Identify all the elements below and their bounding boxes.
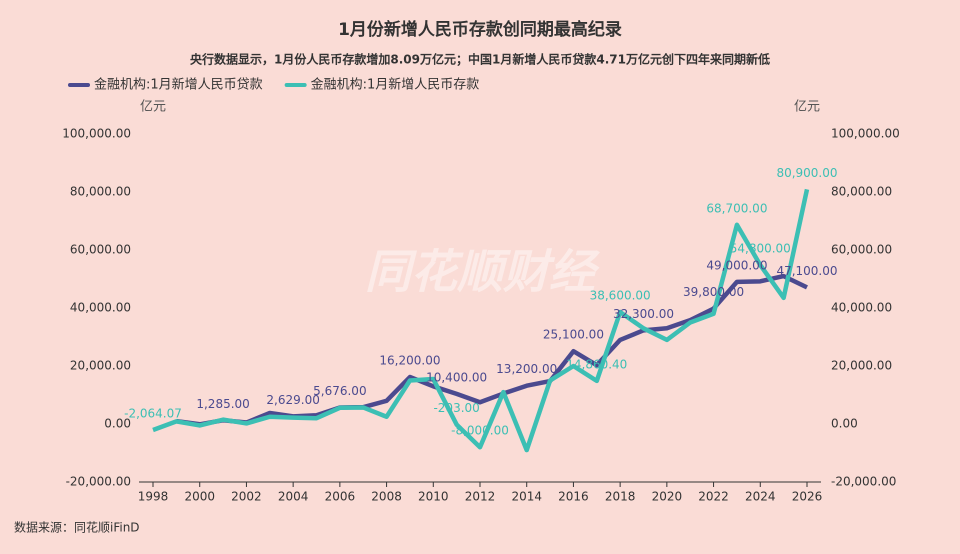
- data-label: 13,200.00: [496, 362, 557, 376]
- x-tick-label: 2012: [465, 490, 496, 504]
- data-label: 49,000.00: [706, 258, 767, 272]
- data-label: 80,900.00: [776, 166, 837, 180]
- data-label: 5,676.00: [313, 384, 366, 398]
- data-label: 39,800.00: [683, 285, 744, 299]
- y2-tick-label: 80,000.00: [831, 185, 892, 199]
- y2-tick-label: 60,000.00: [831, 243, 892, 257]
- y-tick-label: 0.00: [104, 417, 131, 431]
- x-tick-label: 2008: [371, 490, 402, 504]
- x-tick-label: 2000: [184, 490, 215, 504]
- data-label: -203.00: [433, 401, 479, 415]
- source: 数据来源：同花顺iFinD: [14, 520, 140, 535]
- x-tick-label: 2016: [558, 490, 589, 504]
- y2-tick-label: -20,000.00: [831, 475, 896, 489]
- x-tick-label: 2024: [745, 490, 776, 504]
- x-tick-label: 2010: [418, 490, 449, 504]
- y-tick-label: 60,000.00: [70, 243, 131, 257]
- y-tick-label: 40,000.00: [70, 301, 131, 315]
- y2-tick-label: 40,000.00: [831, 301, 892, 315]
- legend-label: 金融机构:1月新增人民币存款: [311, 77, 480, 93]
- data-label: 14,860.40: [566, 357, 627, 371]
- data-label: 32,300.00: [613, 307, 674, 321]
- y2-tick-label: 0.00: [831, 417, 858, 431]
- x-tick-label: 2022: [698, 490, 729, 504]
- y-tick-label: 20,000.00: [70, 359, 131, 373]
- data-label: 1,285.00: [196, 397, 249, 411]
- data-label: 54,800.00: [730, 242, 791, 256]
- x-tick-label: 2002: [231, 490, 262, 504]
- data-label: -2,064.07: [124, 406, 182, 420]
- data-label: 10,400.00: [426, 370, 487, 384]
- y2-unit: 亿元: [794, 100, 820, 115]
- y-tick-label: 100,000.00: [62, 127, 131, 141]
- x-tick-label: 2020: [652, 490, 683, 504]
- x-tick-label: 2014: [511, 490, 542, 504]
- y-tick-label: -20,000.00: [66, 475, 131, 489]
- data-label: 2,629.00: [266, 393, 319, 407]
- y2-tick-label: 20,000.00: [831, 359, 892, 373]
- data-label: 16,200.00: [379, 354, 440, 368]
- data-label: 47,100.00: [776, 264, 837, 278]
- y-unit: 亿元: [140, 100, 166, 115]
- x-tick-label: 1998: [138, 490, 169, 504]
- y2-tick-label: 100,000.00: [831, 127, 900, 141]
- chart-subtitle: 央行数据显示，1月份人民币存款增加8.09万亿元；中国1月新增人民币贷款4.71…: [190, 52, 770, 67]
- x-tick-label: 2026: [792, 490, 823, 504]
- x-tick-label: 2004: [278, 490, 309, 504]
- x-tick-label: 2018: [605, 490, 636, 504]
- series-line: [152, 188, 810, 453]
- series-line: [176, 273, 808, 427]
- data-label: 68,700.00: [706, 201, 767, 215]
- watermark: 同花顺财经: [365, 245, 600, 299]
- x-tick-label: 2006: [325, 490, 356, 504]
- data-label: 25,100.00: [543, 328, 604, 342]
- data-label: -8,000.00: [451, 424, 509, 438]
- y-tick-label: 80,000.00: [70, 185, 131, 199]
- chart-title: 1月份新增人民币存款创同期最高纪录: [338, 19, 622, 40]
- legend-label: 金融机构:1月新增人民币贷款: [94, 77, 263, 93]
- data-label: 38,600.00: [590, 289, 651, 303]
